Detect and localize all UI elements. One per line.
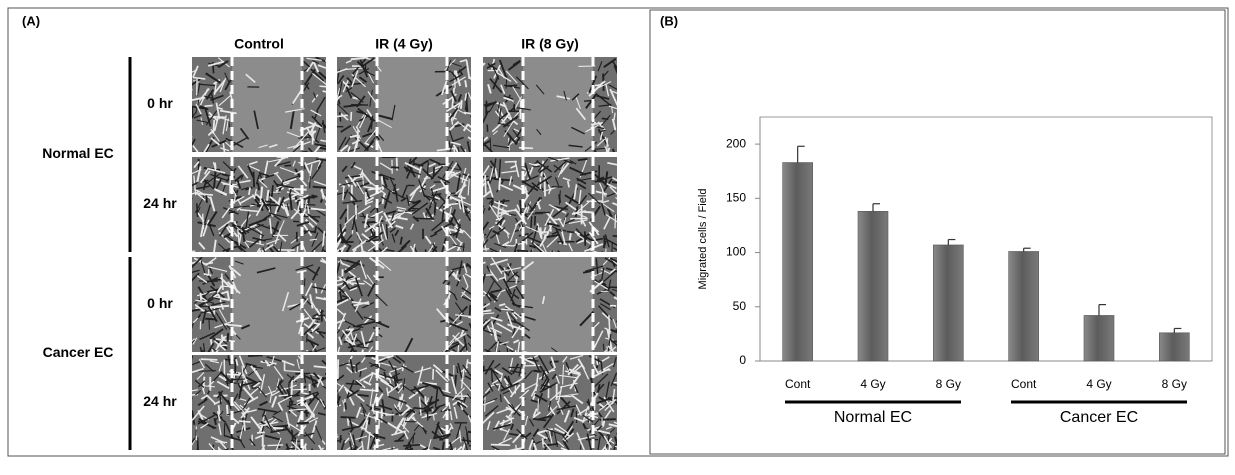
x-tick-label: 4 Gy (1086, 377, 1111, 391)
bar (783, 163, 813, 361)
micrograph (477, 355, 632, 463)
figure-frame (8, 8, 1228, 456)
micrograph (319, 355, 481, 467)
x-tick-label: 4 Gy (860, 377, 885, 391)
micrograph (472, 57, 626, 166)
bar (933, 245, 963, 361)
time-label: 0 hr (147, 95, 173, 111)
panel-label: (B) (660, 13, 678, 28)
x-tick-label: 8 Gy (1162, 377, 1187, 391)
bar-chart: 0 50 100 150 200 Migrated cells / Field Cont 4 … (697, 117, 1212, 426)
micrograph (181, 157, 338, 268)
micrograph (472, 157, 629, 265)
y-tick-label: 100 (726, 245, 746, 259)
bar (1159, 333, 1189, 361)
time-label: 0 hr (147, 295, 173, 311)
column-label: Control (234, 36, 284, 52)
x-tick-label: 8 Gy (936, 377, 961, 391)
y-tick-label: 0 (739, 353, 746, 367)
row-label: Cancer EC (43, 344, 114, 360)
plot-frame (760, 117, 1212, 361)
micrograph-grid: Control IR (4 Gy) IR (8 Gy) Normal EC 0 hr 24… (42, 36, 631, 467)
column-label: IR (4 Gy) (375, 36, 433, 52)
group-label: Normal EC (834, 409, 912, 426)
micrograph (323, 57, 484, 162)
group-label: Cancer EC (1060, 409, 1138, 426)
bar (1009, 251, 1039, 361)
micrograph (177, 57, 335, 168)
panel-label: (A) (22, 13, 40, 28)
bar (858, 211, 888, 361)
x-tick-label: Cont (785, 377, 811, 391)
x-tick-label: Cont (1011, 377, 1037, 391)
micrograph (177, 355, 340, 465)
micrograph (326, 257, 482, 369)
time-label: 24 hr (143, 195, 177, 211)
micrograph (326, 157, 477, 263)
time-label: 24 hr (143, 393, 177, 409)
column-label: IR (8 Gy) (521, 36, 579, 52)
y-axis-label: Migrated cells / Field (697, 189, 709, 290)
micrograph (472, 257, 631, 364)
y-tick-label: 50 (733, 299, 747, 313)
row-label: Normal EC (42, 145, 114, 161)
y-tick-label: 150 (726, 191, 746, 205)
y-tick-label: 200 (726, 136, 746, 150)
bar (1084, 315, 1114, 361)
micrograph (186, 257, 337, 362)
